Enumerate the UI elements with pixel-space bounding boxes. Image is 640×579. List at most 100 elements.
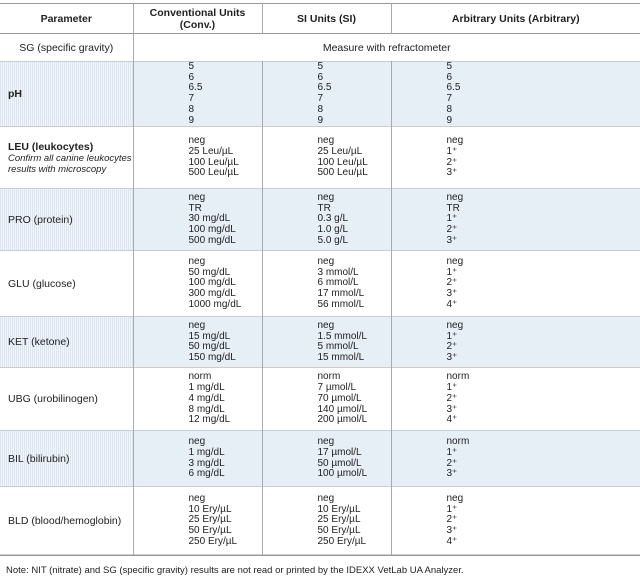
value: 7: [447, 94, 640, 105]
param-cell: LEU (leukocytes)Confirm all canine leuko…: [0, 127, 133, 189]
param-cell: UBG (urobilinogen): [0, 368, 133, 431]
value: 6.5: [447, 83, 640, 94]
param-label: LEU (leukocytes): [8, 141, 93, 153]
value: 8: [447, 105, 640, 116]
value: 2⁺: [447, 515, 640, 526]
param-label: KET (ketone): [8, 336, 70, 348]
header-conventional: Conventional Units (Conv.): [133, 4, 262, 34]
param-label: SG (specific gravity): [0, 34, 133, 62]
value: 6.5: [318, 83, 391, 94]
value: neg: [189, 321, 262, 332]
value: TR: [447, 204, 640, 215]
footnote: Note: NIT (nitrate) and SG (specific gra…: [0, 555, 640, 576]
value: 1⁺: [447, 448, 640, 459]
param-label: UBG (urobilinogen): [8, 393, 98, 405]
value: neg: [447, 494, 640, 505]
header-arbitrary: Arbitrary Units (Arbitrary): [391, 4, 640, 34]
value: 250 Ery/µL: [318, 537, 391, 548]
value: 4 mg/dL: [189, 394, 262, 405]
param-label: BLD (blood/hemoglobin): [8, 515, 121, 527]
value: 3⁺: [447, 526, 640, 537]
value: 9: [189, 116, 262, 127]
urinalysis-units-table: Parameter Conventional Units (Conv.) SI …: [0, 3, 640, 555]
value: norm: [447, 372, 640, 383]
value: 5: [447, 62, 640, 73]
table-row-sg: SG (specific gravity) Measure with refra…: [0, 34, 640, 62]
header-row: Parameter Conventional Units (Conv.) SI …: [0, 4, 640, 34]
value: 500 Leu/µL: [189, 168, 262, 179]
param-cell: PRO (protein): [0, 189, 133, 251]
value: 9: [447, 116, 640, 127]
param-label: BIL (bilirubin): [8, 453, 69, 465]
value: 3⁺: [447, 168, 640, 179]
value: neg: [318, 321, 391, 332]
value: 4⁺: [447, 537, 640, 548]
param-cell: KET (ketone): [0, 317, 133, 368]
value: 2⁺: [447, 394, 640, 405]
value: 1⁺: [447, 332, 640, 343]
value: 1⁺: [447, 214, 640, 225]
value: 200 µmol/L: [318, 415, 391, 426]
value: 1000 mg/dL: [189, 300, 262, 311]
value: 1⁺: [447, 505, 640, 516]
value: 5: [189, 62, 262, 73]
param-note: Confirm all canine leukocytes results wi…: [8, 153, 133, 175]
value: 15 mmol/L: [318, 353, 391, 364]
value: 2⁺: [447, 225, 640, 236]
value: 9: [318, 116, 391, 127]
value: 3⁺: [447, 289, 640, 300]
value: 8: [189, 105, 262, 116]
value: 6: [447, 73, 640, 84]
value: 7: [189, 94, 262, 105]
value: 3⁺: [447, 353, 640, 364]
sg-value: Measure with refractometer: [133, 34, 640, 62]
value: 8: [318, 105, 391, 116]
table-row: LEU (leukocytes)Confirm all canine leuko…: [0, 127, 640, 189]
value: norm: [447, 437, 640, 448]
value: 1⁺: [447, 147, 640, 158]
value: neg: [447, 136, 640, 147]
value: 1⁺: [447, 268, 640, 279]
header-parameter: Parameter: [0, 4, 133, 34]
value: 2⁺: [447, 278, 640, 289]
value: 2⁺: [447, 342, 640, 353]
param-label: PRO (protein): [8, 214, 73, 226]
value: 4⁺: [447, 300, 640, 311]
value: 3⁺: [447, 236, 640, 247]
value: 70 µmol/L: [318, 394, 391, 405]
value: 3⁺: [447, 405, 640, 416]
param-label: GLU (glucose): [8, 278, 76, 290]
param-cell: BLD (blood/hemoglobin): [0, 487, 133, 555]
value: 12 mg/dL: [189, 415, 262, 426]
value: 3⁺: [447, 469, 640, 480]
value: 100 µmol/L: [318, 469, 391, 480]
value: neg: [447, 321, 640, 332]
